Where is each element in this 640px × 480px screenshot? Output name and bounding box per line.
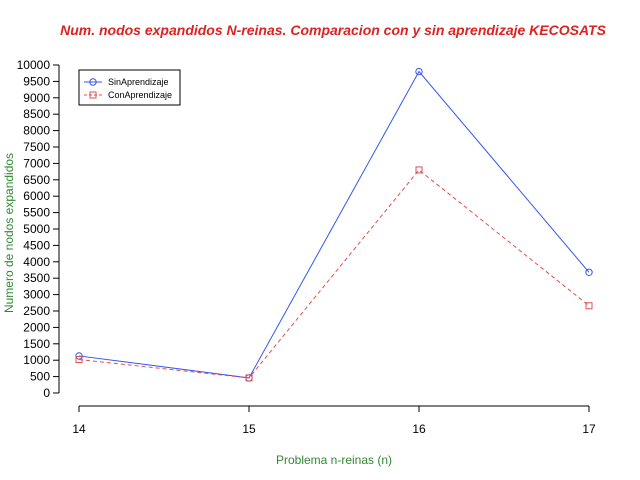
data-point <box>415 166 423 174</box>
legend-marker <box>89 78 97 86</box>
legend-entry: SinAprendizaje <box>108 77 169 87</box>
y-tick-label: 4000 <box>23 255 50 269</box>
data-point <box>585 302 593 310</box>
data-point <box>75 356 83 364</box>
y-tick-label: 5500 <box>23 206 50 220</box>
y-tick-label: 1000 <box>23 353 50 367</box>
y-tick-label: 6000 <box>23 189 50 203</box>
y-tick-label: 3000 <box>23 288 50 302</box>
series-line <box>78 70 590 379</box>
data-point <box>585 268 593 276</box>
legend-box <box>78 69 181 106</box>
y-tick-label: 7500 <box>23 140 50 154</box>
legend: SinAprendizaje ConAprendizaje <box>78 69 181 106</box>
y-tick-label: 0 <box>43 386 50 400</box>
data-point <box>415 67 423 76</box>
y-tick-label: 10000 <box>17 58 51 72</box>
x-axis: 14 15 16 17 <box>72 405 596 436</box>
legend-entry: ConAprendizaje <box>108 90 172 100</box>
x-tick-label: 17 <box>582 422 596 436</box>
data-point <box>75 352 83 360</box>
y-tick-label: 3500 <box>23 271 50 285</box>
y-tick-label: 4500 <box>23 238 50 252</box>
y-tick-label: 9500 <box>23 74 50 88</box>
y-tick-label: 8500 <box>23 107 50 121</box>
x-axis-label: Problema n-reinas (n) <box>276 453 392 467</box>
series-sinaprendizaje <box>75 67 593 382</box>
y-axis-label: Numero de nodos expandidos <box>2 153 16 313</box>
y-tick-label: 500 <box>30 370 50 384</box>
y-tick-label: 6500 <box>23 173 50 187</box>
y-tick-label: 1500 <box>23 337 50 351</box>
x-tick-label: 14 <box>72 422 86 436</box>
y-tick-label: 2000 <box>23 320 50 334</box>
data-point <box>245 374 253 382</box>
legend-marker <box>89 91 97 99</box>
y-tick-label: 8000 <box>23 124 50 138</box>
x-tick-label: 16 <box>412 422 426 436</box>
y-tick-label: 5000 <box>23 222 50 236</box>
series-layer <box>75 67 593 382</box>
y-tick-label: 7000 <box>23 156 50 170</box>
series-line <box>78 169 590 379</box>
chart-title: Num. nodos expandidos N-reinas. Comparac… <box>60 22 607 38</box>
y-tick-label: 2500 <box>23 304 50 318</box>
y-tick-label: 9000 <box>23 91 50 105</box>
series-conaprendizaje <box>75 166 593 382</box>
x-tick-label: 15 <box>242 422 256 436</box>
y-axis: 0 500 1000 1500 2000 2500 3000 3500 4000 4500 5000… <box>17 58 60 400</box>
